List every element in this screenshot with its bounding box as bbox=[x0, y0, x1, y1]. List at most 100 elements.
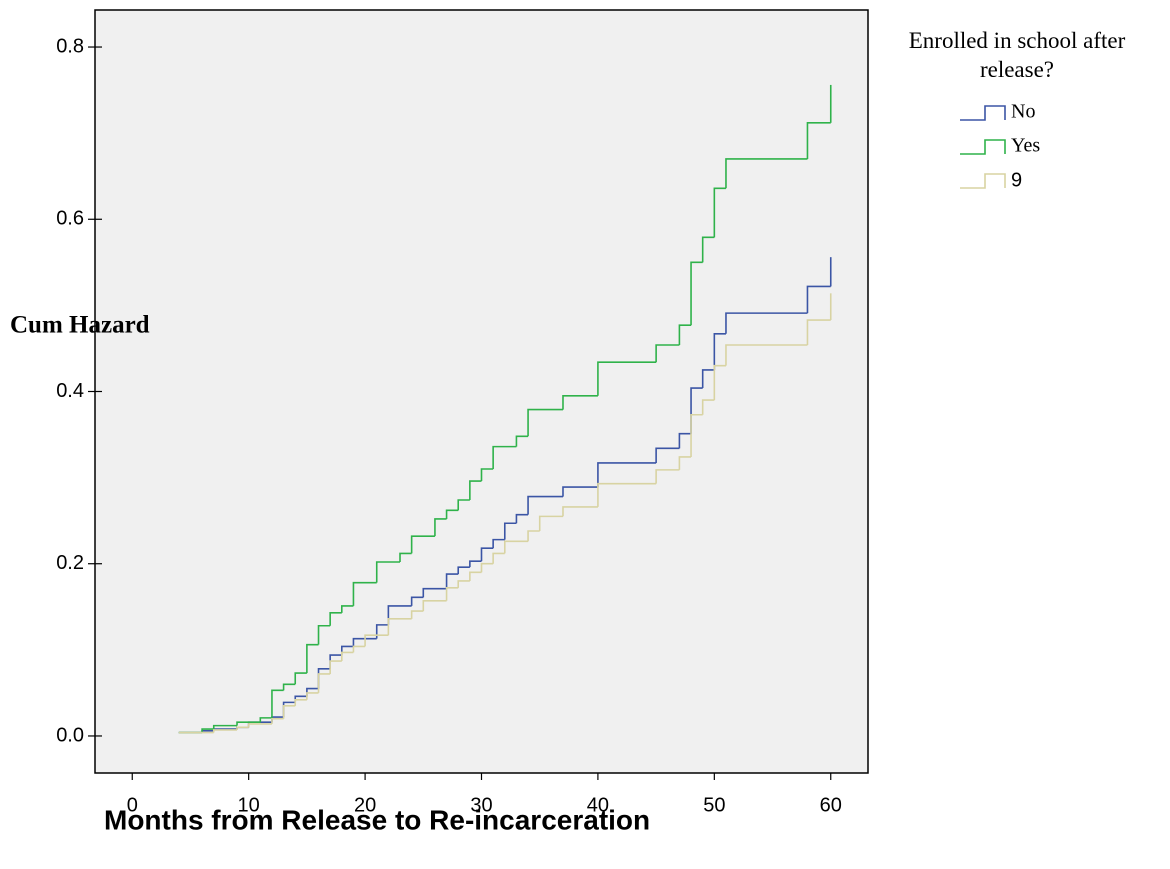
step-segment bbox=[445, 509, 459, 519]
step-segment bbox=[597, 361, 657, 396]
step-segment bbox=[434, 518, 447, 537]
step-segment bbox=[352, 581, 377, 606]
step-segment bbox=[655, 469, 680, 484]
step-segment bbox=[271, 689, 284, 718]
step-segment bbox=[701, 236, 715, 263]
step-segment bbox=[375, 624, 389, 639]
step-segment bbox=[294, 672, 307, 685]
step-segment bbox=[317, 624, 331, 645]
step-segment bbox=[352, 645, 366, 653]
x-tick-label: 40 bbox=[587, 794, 609, 816]
y-tick-label: 0.4 bbox=[56, 380, 84, 402]
step-segment bbox=[399, 552, 412, 563]
x-tick-label: 0 bbox=[127, 794, 138, 816]
step-segment bbox=[655, 447, 680, 463]
step-segment bbox=[480, 562, 494, 573]
step-segment bbox=[341, 651, 354, 662]
step-segment bbox=[469, 571, 482, 581]
y-tick-label: 0.6 bbox=[56, 208, 84, 230]
step-segment bbox=[247, 723, 272, 728]
step-segment bbox=[387, 618, 412, 636]
step-segment bbox=[678, 456, 692, 470]
x-tick-label: 20 bbox=[354, 794, 376, 816]
step-segment bbox=[678, 324, 692, 345]
step-segment bbox=[282, 683, 296, 691]
step-segment bbox=[538, 515, 563, 532]
step-segment bbox=[597, 482, 657, 507]
step-segment bbox=[282, 705, 296, 719]
step-segment bbox=[445, 573, 459, 589]
step-segment bbox=[597, 462, 657, 488]
step-segment bbox=[806, 122, 831, 159]
step-segment bbox=[492, 552, 505, 564]
step-segment bbox=[201, 728, 214, 733]
step-segment bbox=[236, 721, 261, 726]
step-segment bbox=[725, 312, 808, 334]
step-segment bbox=[527, 530, 540, 542]
step-segment bbox=[701, 399, 715, 415]
step-segment bbox=[364, 634, 389, 647]
step-segment bbox=[690, 261, 703, 326]
step-segment bbox=[352, 637, 377, 647]
plot-area bbox=[94, 9, 869, 774]
step-segment bbox=[515, 435, 529, 447]
step-segment bbox=[503, 522, 517, 540]
y-tick-label: 0.8 bbox=[56, 35, 84, 57]
y-tick-label: 0.0 bbox=[56, 724, 84, 746]
step-segment bbox=[212, 729, 238, 733]
step-segment bbox=[562, 506, 598, 517]
step-segment bbox=[527, 408, 563, 437]
legend-label: No bbox=[1011, 101, 1035, 123]
step-segment bbox=[294, 699, 307, 706]
step-segment bbox=[445, 587, 459, 601]
legend-swatch bbox=[960, 173, 1006, 189]
step-segment bbox=[457, 580, 470, 588]
step-segment bbox=[713, 364, 726, 401]
step-segment bbox=[655, 344, 680, 363]
step-segment bbox=[410, 610, 424, 619]
step-segment bbox=[480, 547, 494, 562]
step-segment bbox=[492, 538, 505, 549]
step-segment bbox=[422, 587, 447, 598]
step-segment bbox=[271, 717, 284, 724]
legend-title: Enrolled in school after release? bbox=[908, 28, 1126, 82]
step-segment bbox=[422, 599, 447, 612]
step-segment bbox=[212, 724, 238, 730]
step-segment bbox=[480, 468, 494, 482]
step-segment bbox=[690, 413, 703, 457]
step-segment bbox=[713, 333, 726, 370]
step-segment bbox=[410, 596, 424, 606]
step-segment bbox=[701, 369, 715, 389]
x-tick-label: 60 bbox=[820, 794, 842, 816]
step-segment bbox=[562, 395, 598, 410]
step-segment bbox=[725, 344, 808, 366]
x-tick-label: 10 bbox=[238, 794, 260, 816]
step-segment bbox=[725, 158, 808, 189]
step-segment bbox=[375, 561, 401, 583]
step-segment bbox=[329, 660, 342, 674]
legend-swatch bbox=[960, 139, 1006, 155]
step-segment bbox=[469, 560, 482, 568]
x-tick-label: 50 bbox=[703, 794, 725, 816]
y-tick-label: 0.2 bbox=[56, 552, 84, 574]
x-axis-label: Months from Release to Re-incarceration bbox=[104, 804, 650, 835]
x-tick-label: 30 bbox=[470, 794, 492, 816]
step-segment bbox=[259, 717, 272, 723]
step-segment bbox=[469, 480, 482, 501]
step-segment bbox=[236, 726, 249, 730]
legend-swatch bbox=[960, 105, 1006, 121]
step-segment bbox=[806, 285, 831, 314]
step-segment bbox=[341, 605, 354, 613]
step-segment bbox=[527, 495, 563, 515]
legend-label: 9 bbox=[1011, 169, 1022, 191]
step-segment bbox=[503, 540, 529, 554]
step-segment bbox=[410, 535, 435, 554]
step-segment bbox=[678, 432, 692, 449]
step-segment bbox=[306, 643, 319, 674]
step-segment bbox=[806, 319, 831, 345]
step-segment bbox=[713, 187, 726, 238]
y-axis-label: Cum Hazard bbox=[10, 312, 150, 339]
step-segment bbox=[492, 445, 517, 470]
